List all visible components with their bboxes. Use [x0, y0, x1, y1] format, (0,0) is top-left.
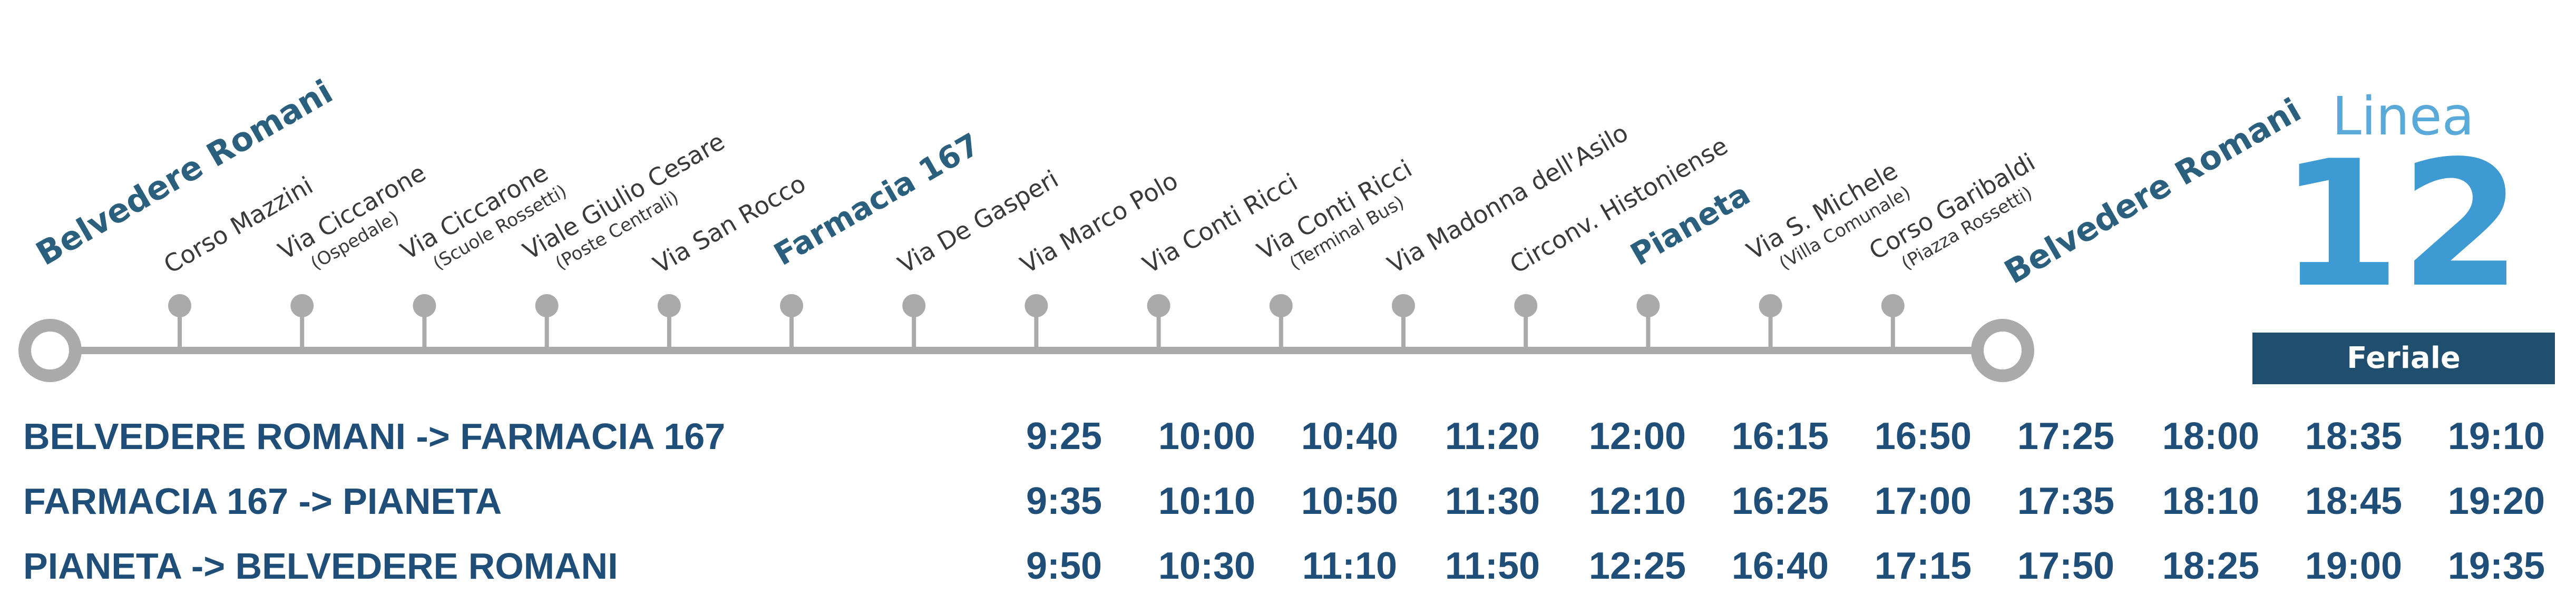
departure-time: 12:00 — [1589, 415, 1686, 457]
departure-time: 11:10 — [1302, 545, 1397, 587]
departure-time: 10:30 — [1158, 545, 1255, 587]
route-name: BELVEDERE ROMANI -> FARMACIA 167 — [23, 416, 725, 457]
departure-time: 16:40 — [1732, 545, 1829, 587]
stop-dot — [290, 294, 314, 317]
stop-dot — [1392, 294, 1415, 317]
stop-dot — [1881, 294, 1905, 317]
schedule: BELVEDERE ROMANI -> FARMACIA 167 9:25 10:0… — [23, 415, 2545, 587]
departure-time: 18:25 — [2162, 545, 2259, 587]
departure-time: 19:10 — [2448, 415, 2545, 457]
departure-time: 10:50 — [1301, 480, 1398, 522]
stop-dot — [413, 294, 436, 317]
departure-time: 17:15 — [1875, 545, 1972, 587]
departure-time: 18:45 — [2305, 480, 2402, 522]
departure-time: 16:50 — [1875, 415, 1972, 457]
departure-time: 10:40 — [1301, 415, 1398, 457]
stop-dot — [535, 294, 559, 317]
departure-time: 18:35 — [2305, 415, 2402, 457]
stop-dot — [1024, 294, 1048, 317]
stop-dot — [1147, 294, 1170, 317]
departure-time: 12:10 — [1589, 480, 1686, 522]
day-type-box — [2252, 333, 2555, 384]
stop-dot — [168, 294, 191, 317]
departure-time: 11:50 — [1445, 545, 1540, 587]
departure-time: 11:20 — [1445, 415, 1540, 457]
departure-time: 16:25 — [1732, 480, 1829, 522]
departure-time: 9:35 — [1026, 480, 1102, 522]
departure-time: 11:30 — [1445, 480, 1540, 522]
stop-label: Via S. Michele(Villa Comunale) — [1742, 156, 1914, 274]
route-name: FARMACIA 167 -> PIANETA — [23, 481, 502, 522]
departure-time: 18:00 — [2162, 415, 2259, 457]
stop-dot — [1514, 294, 1538, 317]
stop-dot — [1759, 294, 1782, 317]
terminal-label: Belvedere Romani — [1998, 91, 2307, 291]
departure-time: 17:25 — [2017, 415, 2114, 457]
line-number: 12 — [2279, 123, 2521, 326]
stop-dot — [1269, 294, 1293, 317]
stop-dot — [1636, 294, 1660, 317]
terminal-circle — [18, 319, 82, 382]
departure-time: 19:35 — [2448, 545, 2545, 587]
departure-time: 17:35 — [2017, 480, 2114, 522]
departure-time: 19:00 — [2305, 545, 2402, 587]
stop-dot — [657, 294, 681, 317]
day-type: Feriale — [2347, 341, 2461, 375]
line-label: Linea — [2332, 85, 2474, 147]
route-name: PIANETA -> BELVEDERE ROMANI — [23, 545, 618, 587]
departure-time: 18:10 — [2162, 480, 2259, 522]
departure-time: 12:25 — [1589, 545, 1686, 587]
stop-dot — [902, 294, 926, 317]
stop-dot — [780, 294, 803, 317]
departure-time: 19:20 — [2448, 480, 2545, 522]
departure-time: 9:50 — [1026, 545, 1102, 587]
departure-time: 10:10 — [1158, 480, 1255, 522]
departure-time: 17:00 — [1875, 480, 1972, 522]
departure-time: 10:00 — [1158, 415, 1255, 457]
departure-time: 17:50 — [2017, 545, 2114, 587]
departure-time: 9:25 — [1026, 415, 1102, 457]
departure-time: 16:15 — [1732, 415, 1829, 457]
terminal-circle — [1971, 319, 2034, 382]
